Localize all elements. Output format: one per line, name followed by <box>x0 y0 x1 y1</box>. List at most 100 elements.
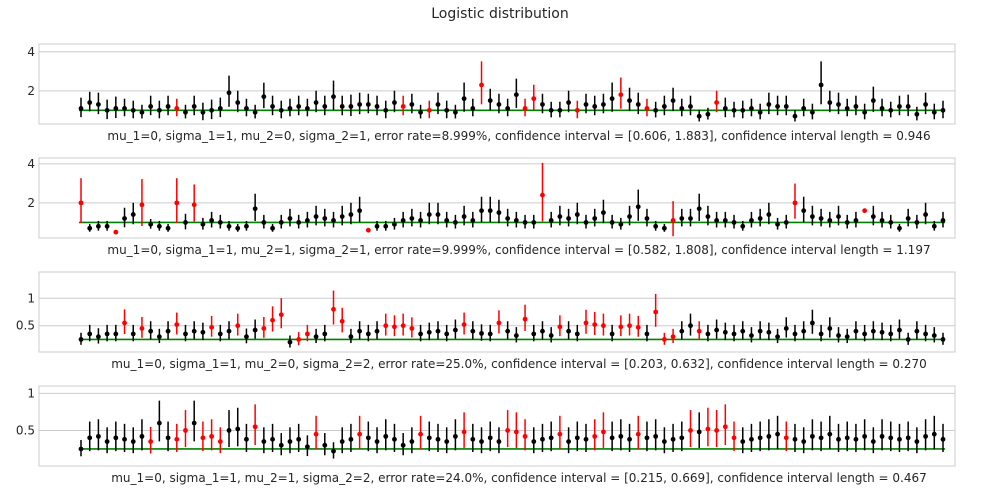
data-point <box>217 219 223 225</box>
data-point-miss <box>461 429 467 435</box>
data-point <box>801 439 807 444</box>
data-point-miss <box>592 433 598 439</box>
data-point-miss <box>252 424 258 430</box>
data-point <box>792 331 798 337</box>
data-point <box>113 105 119 111</box>
data-point <box>270 225 275 231</box>
data-point <box>540 436 545 442</box>
data-point-miss <box>705 426 711 432</box>
data-point <box>296 436 302 442</box>
data-point <box>627 98 632 103</box>
data-point <box>183 109 188 115</box>
data-point <box>653 223 659 229</box>
data-point <box>339 439 345 444</box>
data-point-miss <box>191 202 197 208</box>
data-point <box>618 221 624 227</box>
data-point <box>496 439 502 444</box>
data-point <box>923 212 928 217</box>
data-point <box>888 435 894 441</box>
data-point <box>453 219 458 225</box>
data-point <box>879 433 885 439</box>
data-point-miss <box>479 82 484 88</box>
data-point <box>644 331 650 337</box>
data-point <box>156 334 162 340</box>
data-point-miss <box>496 320 502 326</box>
data-point <box>487 208 493 214</box>
data-point <box>479 330 484 336</box>
data-point <box>513 333 519 338</box>
data-point-miss <box>670 334 676 340</box>
x-axis-label: mu_1=0, sigma_1=1, mu_2=1, sigma_2=2, er… <box>111 471 927 485</box>
data-point <box>409 102 415 107</box>
data-point <box>644 435 650 441</box>
data-point-miss <box>574 107 580 113</box>
data-point <box>566 216 571 221</box>
data-point <box>897 104 902 109</box>
data-point-miss <box>601 429 606 435</box>
data-point <box>749 218 754 223</box>
data-point-miss <box>731 435 737 441</box>
data-point <box>661 439 667 444</box>
data-point <box>540 102 545 107</box>
data-point <box>244 436 249 442</box>
data-point <box>818 216 824 221</box>
y-tick-label: 2 <box>27 84 35 98</box>
data-point <box>940 436 946 442</box>
data-point <box>879 218 885 223</box>
data-point <box>261 219 267 225</box>
data-point <box>679 328 685 334</box>
data-point <box>757 216 763 221</box>
data-point <box>714 218 720 223</box>
data-point <box>914 111 920 117</box>
data-point <box>357 208 363 214</box>
data-point-miss <box>505 428 511 433</box>
data-point <box>522 219 528 225</box>
data-point <box>235 225 241 231</box>
data-point <box>418 218 423 223</box>
data-point <box>322 331 328 337</box>
x-axis-label: mu_1=0, sigma_1=1, mu_2=0, sigma_2=1, er… <box>107 129 930 143</box>
data-point <box>453 433 458 439</box>
data-point <box>104 439 110 444</box>
data-point <box>470 105 476 111</box>
data-point <box>139 109 145 115</box>
panel-1: 2 4 mu_1=0, sigma_1=1, mu_2=0, sigma_2=1, … <box>27 43 956 143</box>
data-point <box>714 327 720 333</box>
data-point <box>574 435 580 441</box>
data-point <box>870 98 876 103</box>
data-point <box>679 105 685 111</box>
data-point <box>113 435 119 441</box>
data-point <box>191 420 197 426</box>
y-tick-label: 0.5 <box>16 319 35 333</box>
data-point <box>879 329 885 335</box>
data-point <box>940 107 946 113</box>
data-point-miss <box>618 92 624 98</box>
panel-4: 0.5 1 mu_1=0, sigma_1=1, mu_2=1, sigma_2=2… <box>16 385 956 485</box>
data-point <box>783 219 789 225</box>
data-point <box>766 212 772 217</box>
data-point <box>87 100 93 105</box>
data-point <box>374 328 380 334</box>
data-point <box>879 105 885 111</box>
data-point <box>574 331 580 337</box>
data-point <box>78 446 84 452</box>
data-point <box>313 334 319 340</box>
data-point <box>252 109 258 115</box>
data-point <box>783 326 789 331</box>
data-point-miss <box>522 433 528 439</box>
data-point <box>435 212 441 217</box>
data-point <box>801 208 807 214</box>
data-point <box>844 105 850 111</box>
data-point-miss <box>148 439 154 444</box>
data-point <box>374 223 380 229</box>
data-point-miss <box>627 323 632 329</box>
data-point <box>400 218 406 223</box>
data-point <box>914 219 920 225</box>
data-point-miss <box>113 229 119 235</box>
data-point-miss <box>278 312 284 318</box>
data-point <box>705 111 711 117</box>
data-point <box>130 439 136 444</box>
data-point <box>104 107 110 113</box>
data-point <box>322 442 328 448</box>
data-point-miss <box>296 336 302 342</box>
